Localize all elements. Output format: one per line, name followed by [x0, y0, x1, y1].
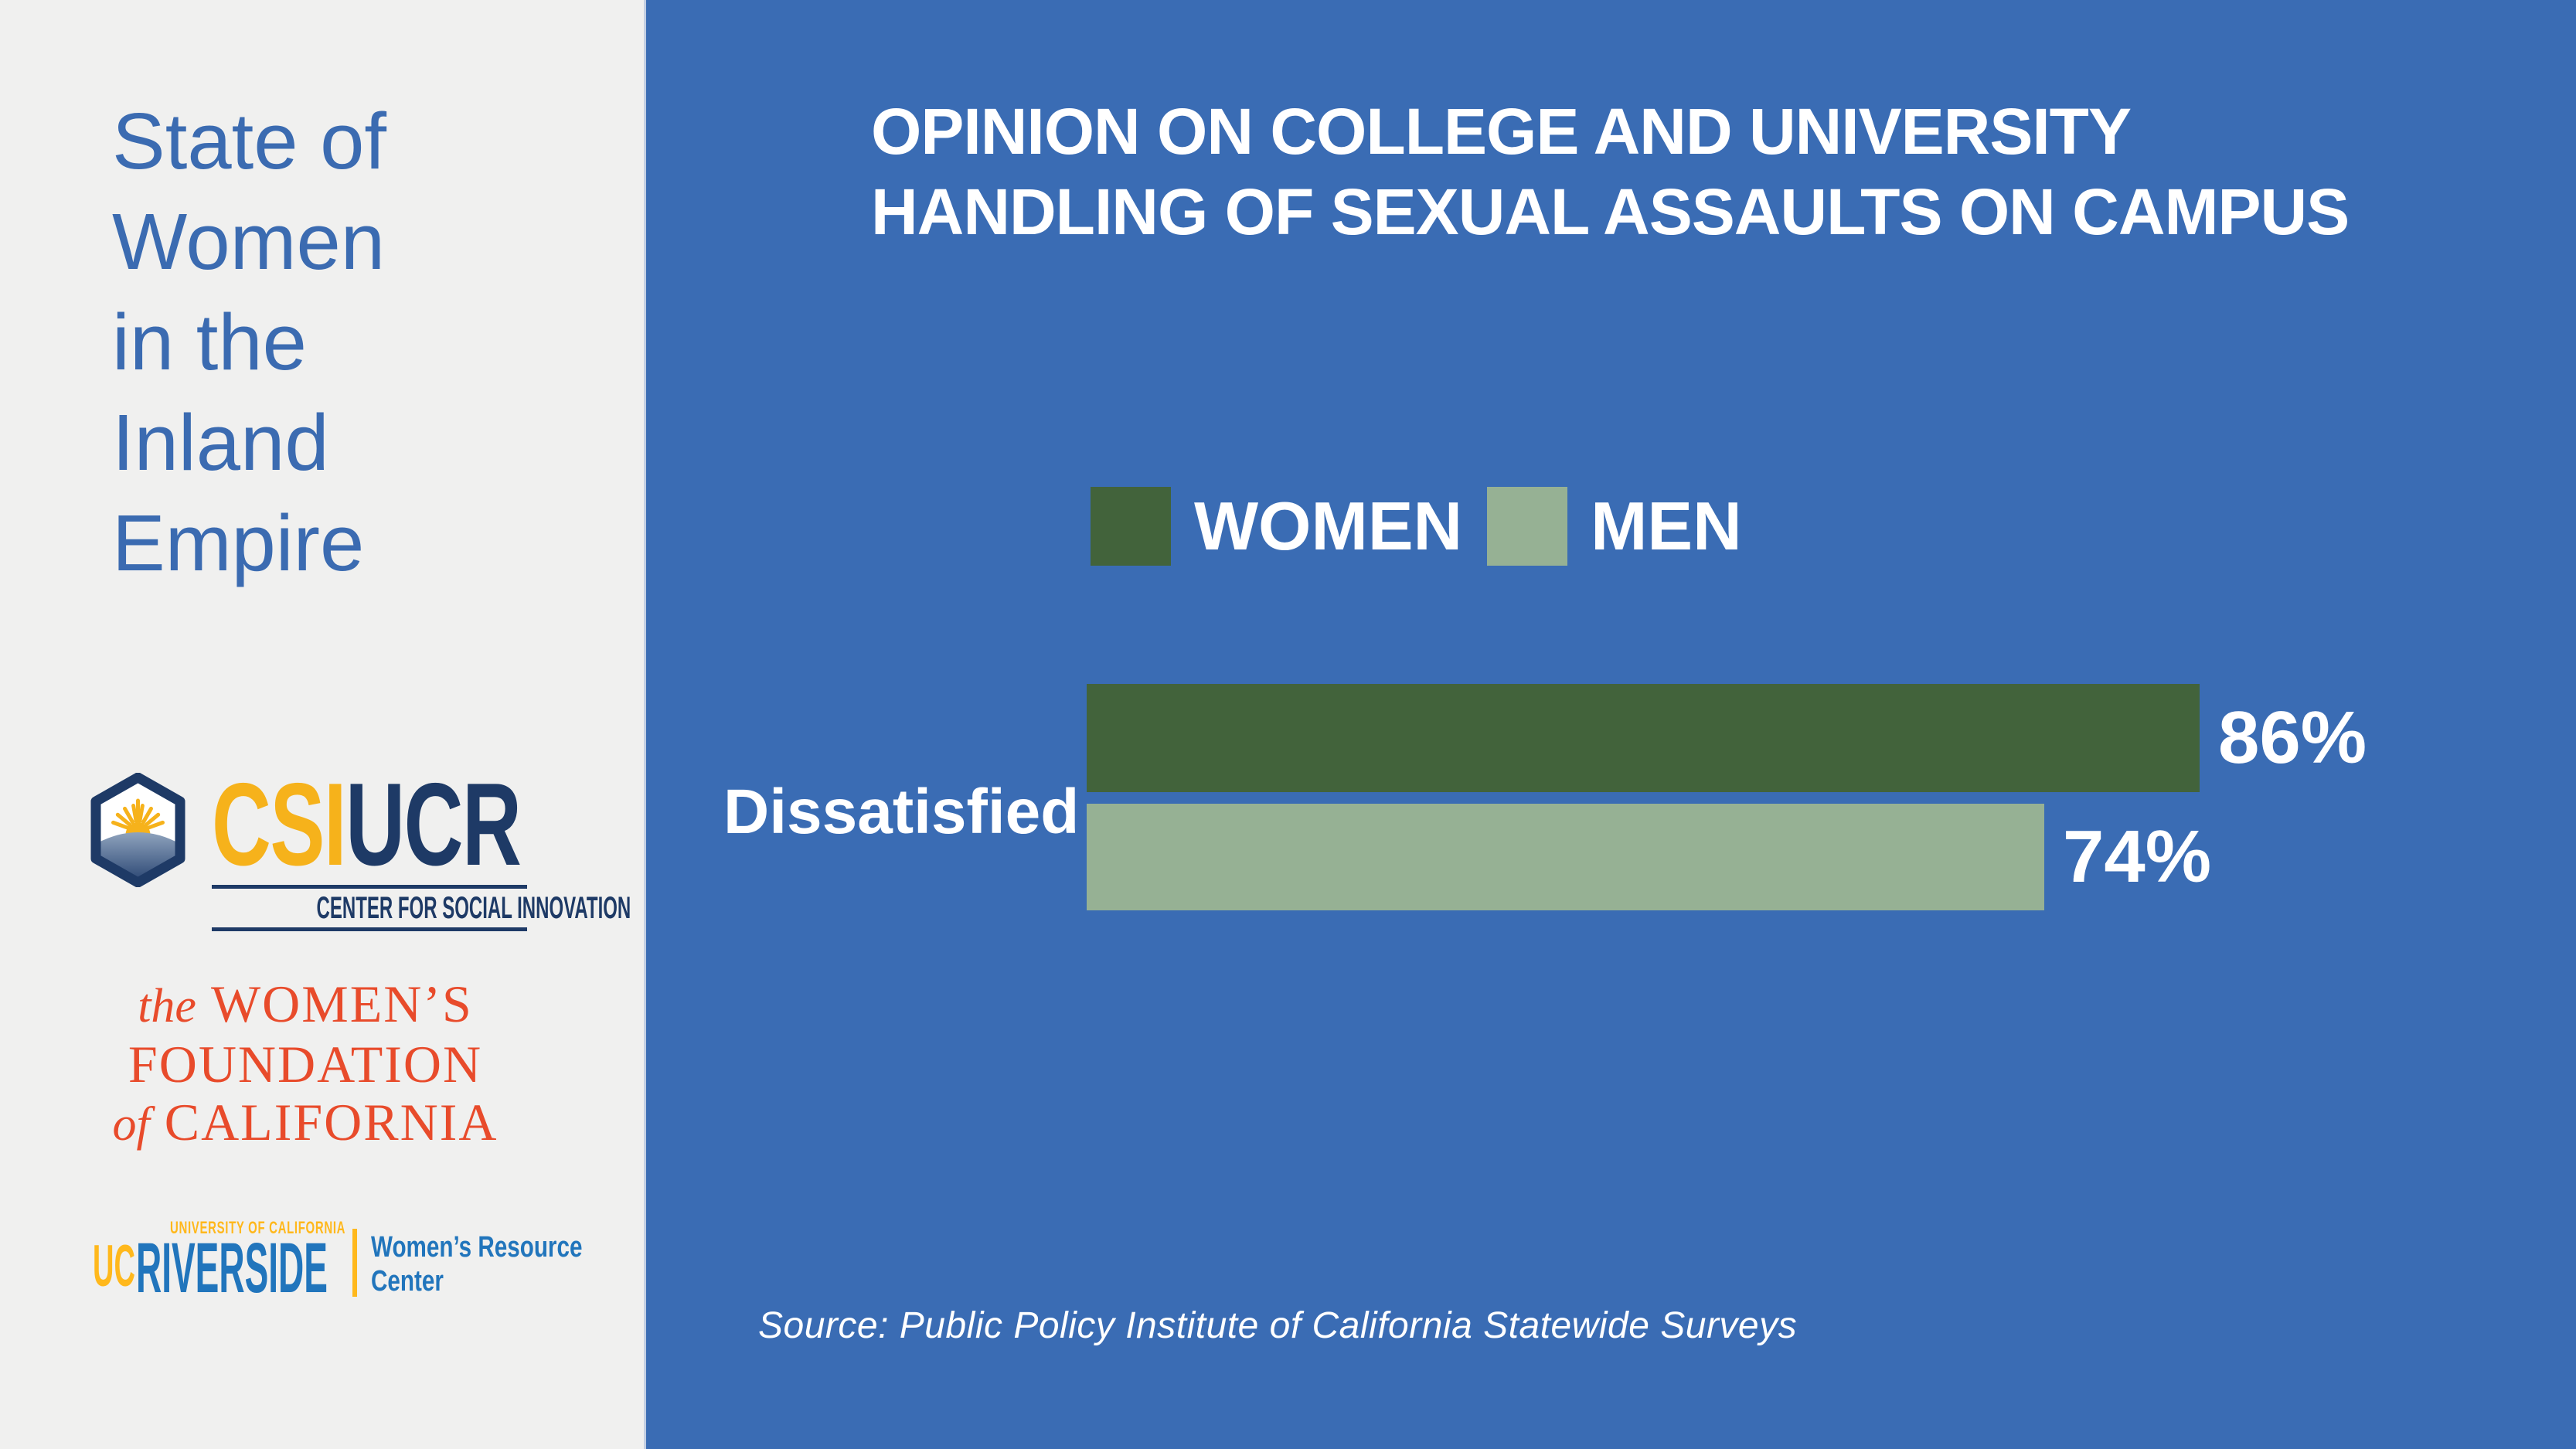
csi-subtitle-box: CENTER FOR SOCIAL INNOVATION [212, 885, 631, 931]
chart-title: OPINION ON COLLEGE AND UNIVERSITY HANDLI… [871, 95, 2350, 248]
ucr-womens-resource-center: Women’s Resource Center [371, 1231, 583, 1298]
legend-swatch-men [1487, 487, 1568, 566]
legend-swatch-women [1091, 487, 1171, 566]
ucr-uc-letters: UC [93, 1233, 135, 1299]
value-label-women: 86% [2218, 696, 2367, 779]
csi-acronym-ucr: UCR [345, 759, 522, 890]
wfc-foundation: FOUNDATION [128, 1035, 483, 1094]
sidebar: State of Women in the Inland Empire [0, 0, 644, 1449]
csi-wordmark: CSIUCR [212, 766, 653, 883]
uc-riverside-logo: UC UNIVERSITY OF CALIFORNIA RIVERSIDE Wo… [93, 1218, 582, 1308]
ucr-divider-bar [352, 1229, 357, 1297]
category-label-dissatisfied: Dissatisfied [723, 777, 1080, 847]
chart-legend: WOMEN MEN [1091, 487, 1767, 566]
chart-panel: OPINION ON COLLEGE AND UNIVERSITY HANDLI… [644, 0, 2576, 1449]
csi-acronym-csi: CSI [212, 759, 347, 890]
bar-women-dissatisfied [1087, 684, 2200, 792]
ucr-system-line: UNIVERSITY OF CALIFORNIA [170, 1218, 346, 1237]
csi-ucr-logo: CSIUCR CENTER FOR SOCIAL INNOVATION [87, 766, 631, 935]
csi-hexagon-sun-icon [87, 772, 189, 888]
source-note: Source: Public Policy Institute of Calif… [758, 1305, 1798, 1346]
wfc-womens: WOMEN’S [210, 975, 473, 1033]
legend-label-women: WOMEN [1194, 488, 1463, 564]
legend-label-men: MEN [1591, 488, 1742, 564]
wfc-california: CALIFORNIA [164, 1093, 499, 1151]
womens-foundation-logo: the WOMEN’S FOUNDATION of CALIFORNIA [108, 975, 502, 1154]
csi-subtitle: CENTER FOR SOCIAL INNOVATION [316, 891, 631, 925]
ucr-riverside-wordmark: RIVERSIDE [136, 1229, 328, 1308]
wfc-of: of [112, 1098, 150, 1151]
bar-men-dissatisfied [1087, 804, 2044, 910]
report-title: State of Women in the Inland Empire [112, 97, 387, 587]
wfc-the: the [138, 980, 196, 1032]
value-label-men: 74% [2063, 815, 2212, 898]
